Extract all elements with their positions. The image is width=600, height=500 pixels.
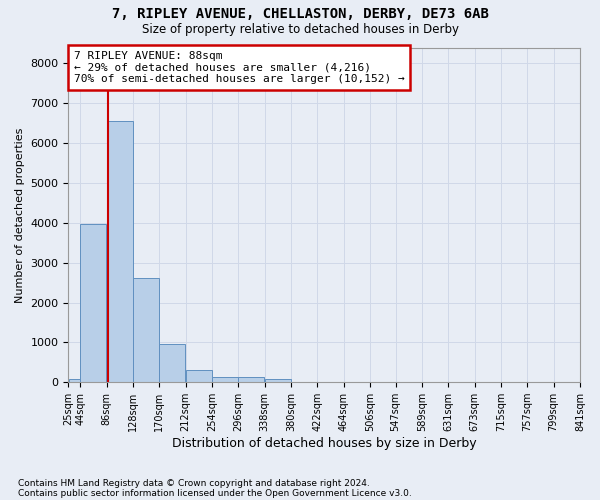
Bar	[107, 121, 133, 382]
Text: 7 RIPLEY AVENUE: 88sqm
← 29% of detached houses are smaller (4,216)
70% of semi-: 7 RIPLEY AVENUE: 88sqm ← 29% of detached…	[74, 51, 404, 84]
X-axis label: Distribution of detached houses by size in Derby: Distribution of detached houses by size …	[172, 437, 476, 450]
Bar	[68, 379, 80, 382]
Text: Size of property relative to detached houses in Derby: Size of property relative to detached ho…	[142, 22, 458, 36]
Bar	[238, 378, 265, 382]
Bar	[160, 344, 185, 382]
Bar	[186, 370, 212, 382]
Bar	[133, 278, 159, 382]
Bar	[265, 379, 291, 382]
Y-axis label: Number of detached properties: Number of detached properties	[15, 127, 25, 302]
Bar	[80, 224, 106, 382]
Bar	[212, 377, 238, 382]
Text: Contains HM Land Registry data © Crown copyright and database right 2024.: Contains HM Land Registry data © Crown c…	[18, 478, 370, 488]
Text: 7, RIPLEY AVENUE, CHELLASTON, DERBY, DE73 6AB: 7, RIPLEY AVENUE, CHELLASTON, DERBY, DE7…	[112, 8, 488, 22]
Text: Contains public sector information licensed under the Open Government Licence v3: Contains public sector information licen…	[18, 488, 412, 498]
